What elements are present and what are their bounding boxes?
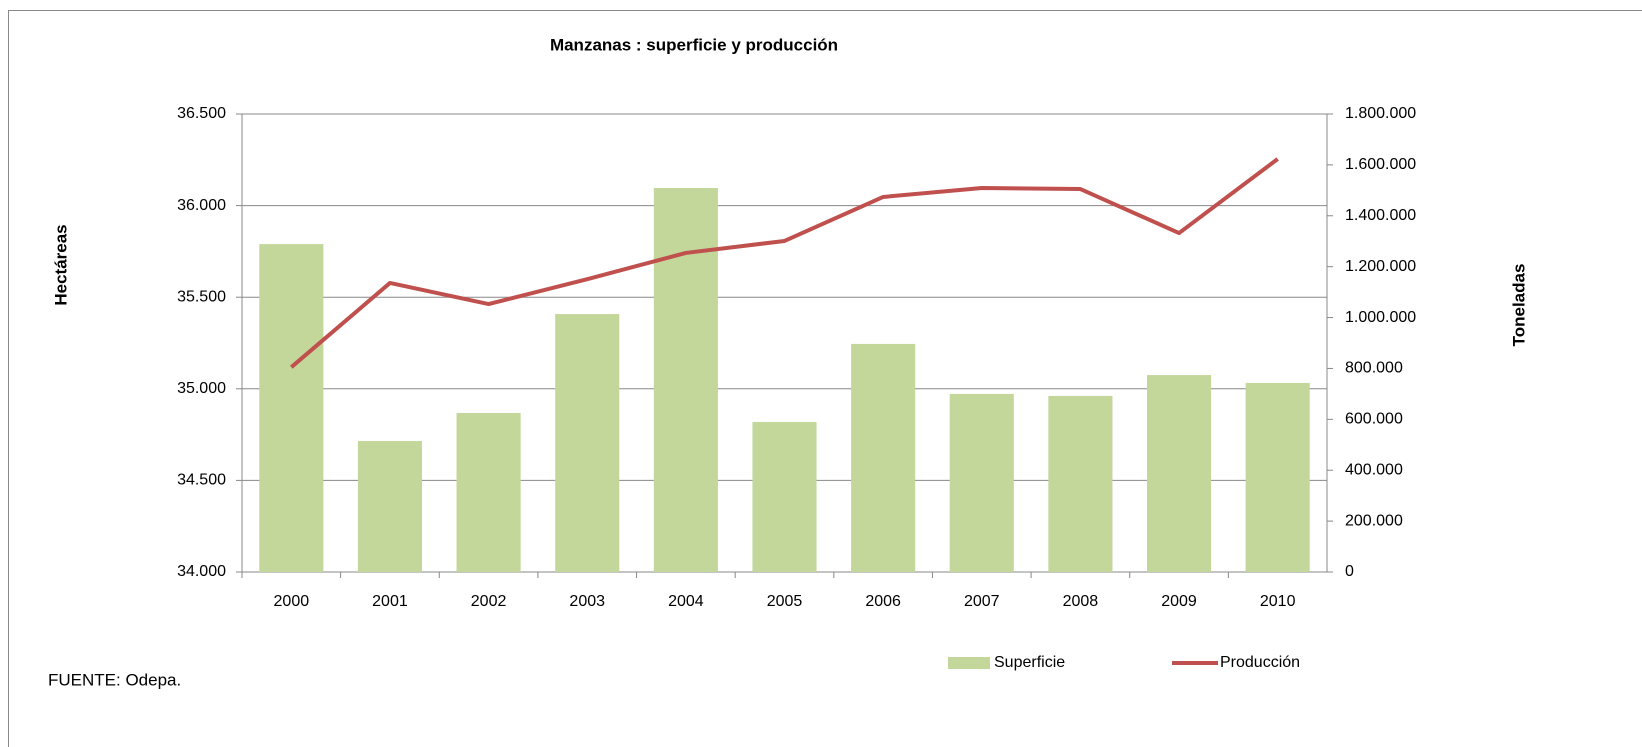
bar: [949, 393, 1014, 572]
y-tick-label: 35.000: [177, 380, 226, 397]
y2-tick-label: 400.000: [1345, 461, 1403, 478]
x-tick-label: 2002: [471, 593, 507, 610]
x-tick-label: 2008: [1063, 593, 1099, 610]
y2-tick-label: 600.000: [1345, 411, 1403, 428]
y2-tick-label: 1.400.000: [1345, 207, 1416, 224]
y-tick-label: 34.500: [177, 472, 226, 489]
chart-title: Manzanas : superficie y producción: [550, 35, 838, 54]
source-note: FUENTE: Odepa.: [48, 670, 181, 689]
bar: [653, 188, 718, 572]
x-tick-label: 2007: [964, 593, 1000, 610]
y2-tick-label: 1.200.000: [1345, 258, 1416, 275]
line: [290, 157, 1279, 369]
legend-label: Superficie: [994, 654, 1065, 671]
y-axis-title: Hectáreas: [51, 224, 70, 305]
x-tick-label: 2006: [865, 593, 901, 610]
bar: [357, 441, 423, 572]
legend-label: Producción: [1220, 654, 1300, 671]
y2-tick-label: 1.600.000: [1345, 156, 1416, 173]
x-tick-label: 2003: [569, 593, 605, 610]
bar: [752, 421, 817, 572]
y-tick-label: 34.000: [177, 563, 226, 580]
x-tick-label: 2005: [767, 593, 803, 610]
x-tick-label: 2010: [1260, 593, 1296, 610]
y2-tick-label: 0: [1345, 563, 1354, 580]
y-tick-label: 36.500: [177, 105, 226, 122]
y2-tick-label: 1.000.000: [1345, 309, 1416, 326]
bar: [1146, 375, 1212, 572]
y2-tick-label: 800.000: [1345, 360, 1403, 377]
y2-tick-label: 1.800.000: [1345, 105, 1416, 122]
bar: [1245, 382, 1310, 572]
y2-tick-label: 200.000: [1345, 512, 1403, 529]
x-tick-label: 2004: [668, 593, 704, 610]
y-tick-label: 35.500: [177, 288, 226, 305]
y-tick-label: 36.000: [177, 197, 226, 214]
bar: [851, 343, 916, 572]
bar: [456, 412, 521, 572]
bar: [259, 244, 324, 572]
legend-swatch: [948, 657, 990, 669]
y2-axis-title: Toneladas: [1509, 264, 1528, 347]
bar: [555, 314, 620, 572]
x-tick-label: 2009: [1161, 593, 1197, 610]
bar: [1048, 395, 1113, 572]
x-tick-label: 2000: [274, 593, 310, 610]
x-tick-label: 2001: [372, 593, 408, 610]
